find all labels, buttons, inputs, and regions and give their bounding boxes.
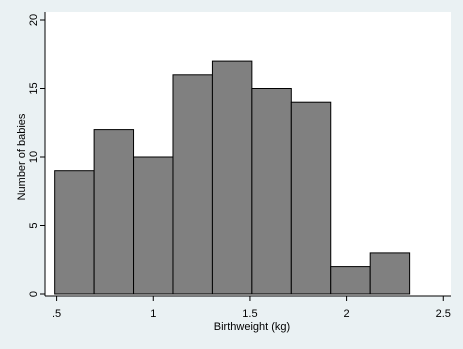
bar: [369, 252, 411, 295]
y-tick-label: 20: [28, 14, 40, 26]
y-tick-label: 10: [28, 151, 40, 163]
bar: [54, 170, 95, 295]
bar: [211, 60, 253, 295]
bar: [172, 74, 213, 295]
bar: [290, 101, 332, 295]
x-axis-title: Birthweight (kg): [214, 321, 290, 333]
bar: [330, 266, 371, 295]
x-tick-label: .5: [52, 308, 61, 320]
y-tick-label: 5: [28, 222, 40, 228]
x-tick-label: 2.5: [436, 308, 451, 320]
bar: [133, 156, 174, 295]
bar: [93, 129, 135, 295]
bar: [251, 88, 292, 295]
x-tick-label: 1.5: [242, 308, 257, 320]
y-tick-label: 15: [28, 82, 40, 94]
x-tick-label: 1: [150, 308, 156, 320]
x-tick-label: 2: [344, 308, 350, 320]
y-axis-title: Number of babies: [16, 113, 28, 200]
y-tick-label: 0: [28, 291, 40, 297]
